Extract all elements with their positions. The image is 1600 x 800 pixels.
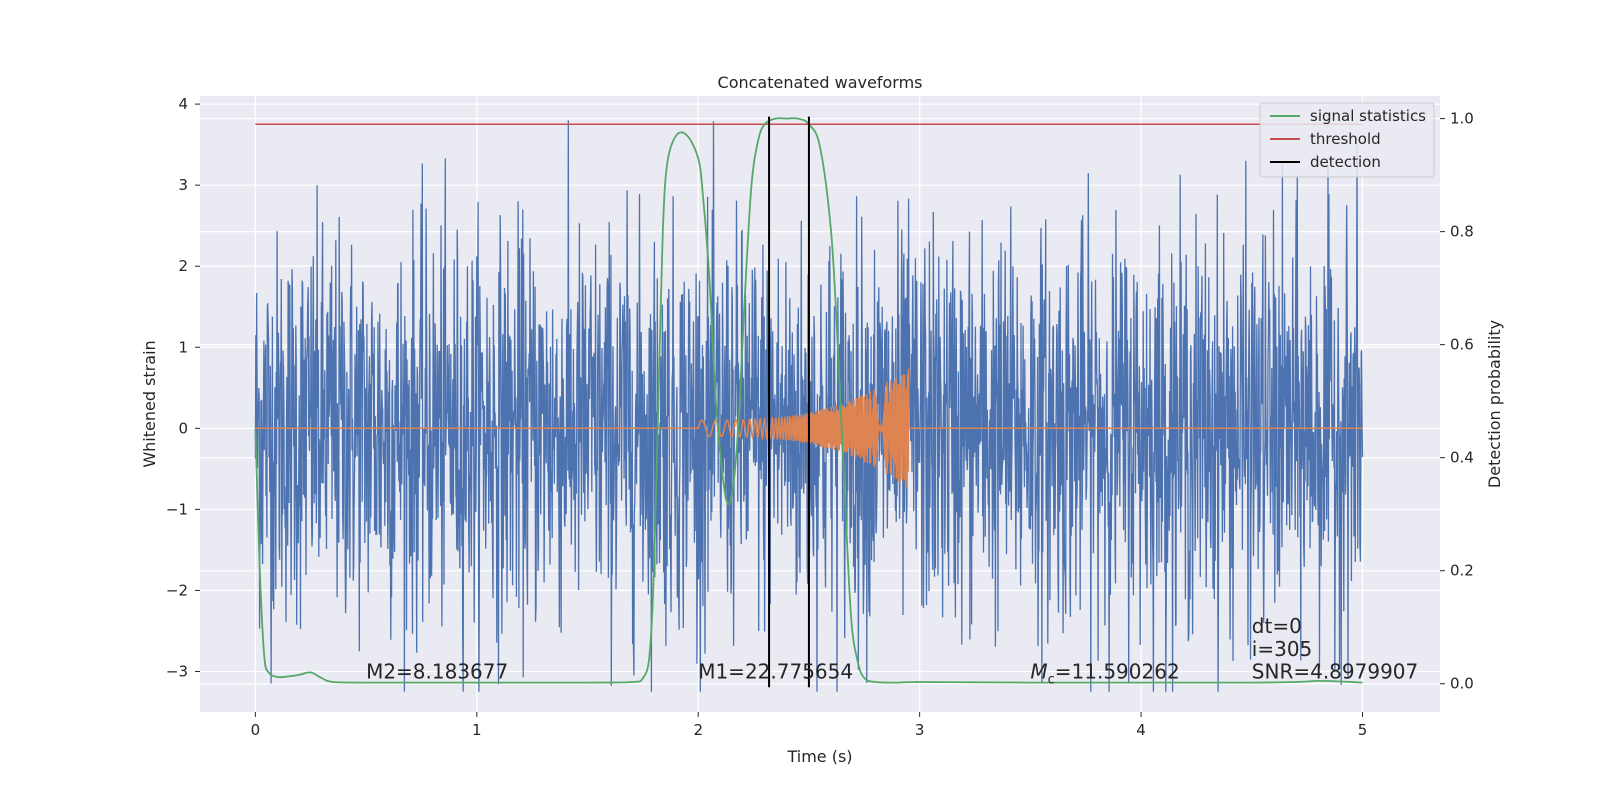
y2-tick-label: 0.0 [1450,675,1474,693]
series-layer [254,116,1364,692]
x-tick-label: 3 [915,721,925,739]
x-axis-label: Time (s) [786,747,852,766]
annotation-text: dt=0 [1252,614,1302,638]
chart-title: Concatenated waveforms [718,73,923,92]
y-tick-label: 2 [178,257,188,275]
x-tick-label: 1 [472,721,482,739]
y-tick-label: −1 [166,500,188,518]
signal-statistics-line [254,117,1363,684]
legend-label-signal-statistics: signal statistics [1310,107,1426,125]
y2-axis-label: Detection probability [1485,320,1504,488]
x-tick-label: 0 [251,721,261,739]
y2-tick-label: 1.0 [1450,110,1474,128]
ticks: 0 1 2 3 4 5 −3 −2 −1 0 1 2 3 4 0.0 0.2 0.4 0.6 0.8 1.0 [166,95,1474,739]
y2-tick-label: 0.6 [1450,336,1474,354]
legend: signal statistics threshold detection [1259,102,1435,178]
legend-label-detection: detection [1310,153,1381,171]
x-tick-label: 5 [1358,721,1368,739]
annotation-text: Mc=11.590262 [1030,659,1179,687]
y2-tick-label: 0.4 [1450,449,1474,467]
y-tick-label: −2 [166,581,188,599]
x-tick-label: 4 [1136,721,1146,739]
legend-label-threshold: threshold [1310,130,1381,148]
annotation-text: i=305 [1252,637,1313,661]
y-tick-label: −3 [166,662,188,680]
y-tick-label: 1 [178,338,188,356]
x-tick-label: 2 [693,721,703,739]
annotation-text: M2=8.183677 [366,659,508,683]
annotation-text: M1=22.775654 [698,659,853,683]
y2-tick-label: 0.2 [1450,562,1474,580]
y-tick-label: 3 [178,176,188,194]
y-tick-label: 0 [178,419,188,437]
y-axis-label: Whitened strain [140,340,159,467]
annotations: M2=8.183677 M1=22.775654 Mc=11.590262 dt=0i… [366,614,1418,687]
y-tick-label: 4 [178,95,188,113]
legend-box [1259,102,1435,178]
annotation-text: SNR=4.8979907 [1252,659,1418,683]
y2-tick-label: 0.8 [1450,223,1474,241]
